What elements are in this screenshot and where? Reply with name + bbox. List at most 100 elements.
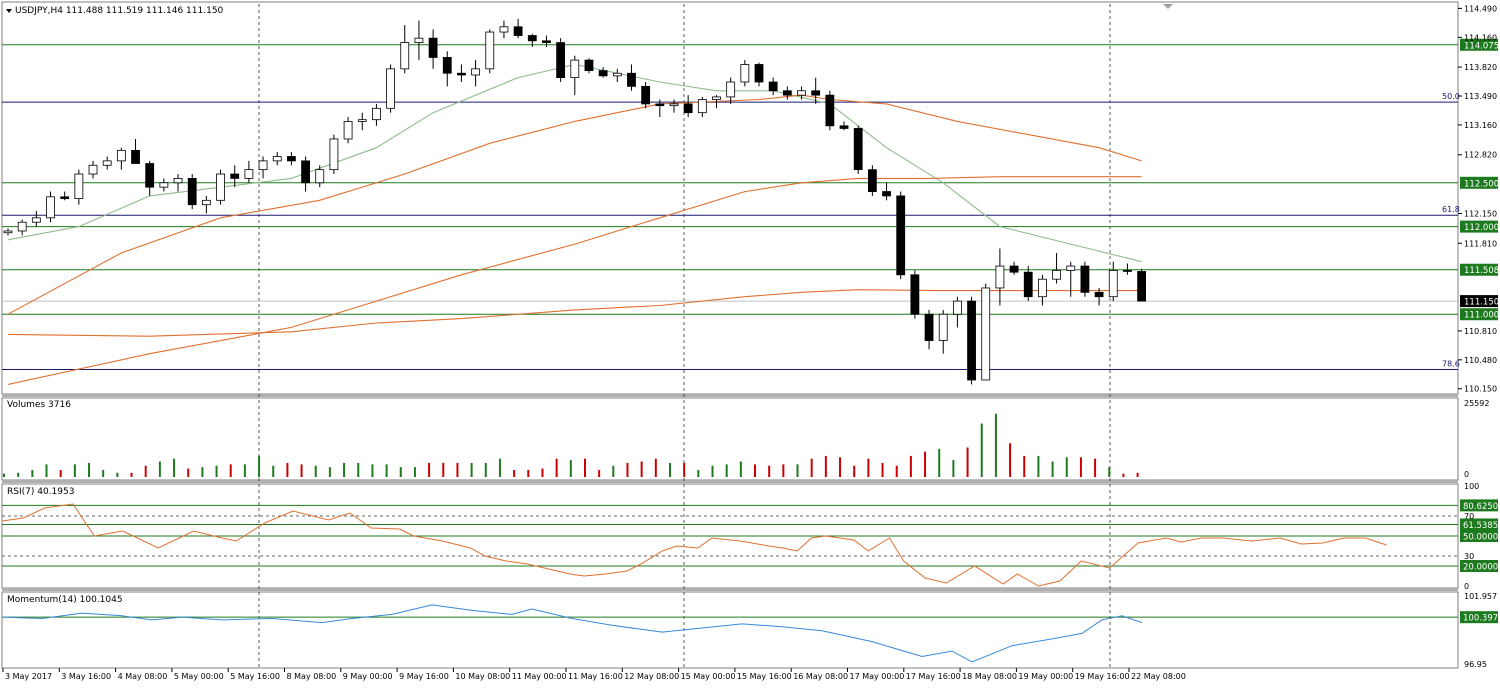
volume-panel[interactable] [1, 397, 1459, 481]
candle-body [343, 121, 353, 140]
price-axis-label: 114.160 [1464, 33, 1497, 42]
candle-body [853, 128, 863, 171]
candle-body [244, 169, 254, 179]
time-axis-label: 17 May 00:00 [850, 672, 905, 681]
candle-body [173, 178, 183, 184]
candle-body [88, 164, 98, 175]
momentum-panel[interactable] [1, 591, 1459, 669]
price-level-tag [1460, 38, 1498, 51]
candle-body [31, 217, 41, 223]
candle-body [301, 160, 310, 184]
candle-body [527, 35, 537, 42]
momentum-scale-label: 96.95 [1464, 660, 1487, 669]
candle-body [329, 138, 339, 171]
time-axis-label: 3 May 16:00 [61, 672, 111, 681]
price-level-tag-label: 111.000 [1464, 311, 1499, 321]
candle-body [372, 107, 381, 121]
symbol-triangle-icon [6, 9, 12, 13]
candle-body [1052, 270, 1061, 280]
candle-body [839, 125, 849, 129]
time-axis-label: 15 May 00:00 [681, 672, 736, 681]
time-axis-label: 15 May 16:00 [737, 672, 792, 681]
panel-separator[interactable] [2, 394, 1458, 397]
fib-level-label: 61.8 [1442, 205, 1460, 214]
candle-body [938, 313, 948, 341]
price-level-tag [1460, 263, 1498, 276]
time-axis-label: 5 May 16:00 [230, 672, 280, 681]
time-axis-label: 16 May 08:00 [793, 672, 848, 681]
candle-body [414, 37, 424, 43]
candle-body [612, 72, 622, 77]
rsi-level-tag-label: 61.5385 [1463, 521, 1498, 531]
momentum-scale-label: 101.957 [1464, 592, 1497, 601]
price-level-tag [1460, 176, 1498, 189]
candle-body [357, 119, 367, 122]
candle-body [1066, 265, 1076, 271]
candle-body [187, 178, 197, 206]
rsi-level-tag [1460, 530, 1498, 542]
candle-body [17, 221, 27, 232]
candle-body [726, 81, 736, 98]
time-axis-label: 11 May 00:00 [512, 672, 567, 681]
price-level-tag-label: 111.150 [1464, 298, 1499, 308]
time-axis-label: 10 May 08:00 [455, 672, 510, 681]
candle-body [386, 68, 395, 109]
time-axis-label: 4 May 08:00 [118, 672, 168, 681]
candle-body [910, 274, 920, 315]
price-panel[interactable] [1, 1, 1459, 395]
rsi-scale-label: 30 [1464, 552, 1474, 561]
candle-body [102, 160, 112, 166]
candle-body [46, 196, 55, 219]
candle-body [1108, 270, 1118, 298]
candle-body [641, 85, 651, 105]
candle-body [457, 72, 466, 76]
candle-body [286, 156, 296, 162]
time-axis-label: 9 May 16:00 [399, 672, 449, 681]
price-axis-label: 113.820 [1464, 63, 1497, 72]
candle-body [867, 169, 877, 192]
rsi-scale-label: 70 [1464, 512, 1474, 521]
candle-body [1023, 271, 1033, 298]
candle-body [570, 59, 580, 79]
moving-average-line [7, 176, 1142, 385]
candle-body [1038, 278, 1047, 298]
candle-body [513, 26, 523, 36]
price-level-tag-label: 114.075 [1464, 41, 1499, 51]
candle-body [598, 70, 608, 77]
candle-body [1123, 270, 1132, 272]
time-axis-label: 17 May 16:00 [906, 672, 961, 681]
price-axis-label: 113.490 [1464, 92, 1497, 101]
candle-body [754, 64, 764, 83]
rsi-level-tag-label: 20.0000 [1463, 563, 1498, 573]
candle-body [471, 68, 481, 76]
candle-body [1137, 271, 1146, 302]
rsi-line [1, 503, 1387, 587]
price-axis-label: 110.480 [1464, 356, 1497, 365]
candle-body [896, 195, 906, 276]
symbol-title: USDJPY,H4 111.488 111.519 111.146 111.15… [15, 6, 224, 16]
candle-body [428, 37, 438, 58]
chart-shift-marker[interactable] [1163, 4, 1173, 9]
candle-body [697, 99, 707, 114]
fib-level-label: 50.0 [1442, 92, 1460, 101]
momentum-level-tag-label: 100.3972 [1463, 614, 1500, 624]
panel-separator[interactable] [2, 588, 1458, 591]
candle-body [584, 59, 594, 72]
candle-body [811, 90, 821, 96]
candle-body [230, 173, 240, 179]
candle-body [216, 173, 225, 201]
panel-separator[interactable] [2, 480, 1458, 483]
candle-body [1094, 291, 1104, 298]
candle-body [60, 196, 70, 199]
time-axis-label: 22 May 08:00 [1131, 672, 1186, 681]
candle-body [1080, 265, 1090, 293]
candle-body [201, 199, 211, 206]
rsi-level-tag-label: 50.0000 [1463, 533, 1498, 543]
candle-body [116, 149, 126, 162]
candle-body [981, 287, 991, 381]
candle-body [272, 156, 282, 162]
candle-body [3, 230, 13, 234]
candle-body [159, 182, 169, 188]
volumes-zero-label: 0 [1464, 470, 1469, 479]
